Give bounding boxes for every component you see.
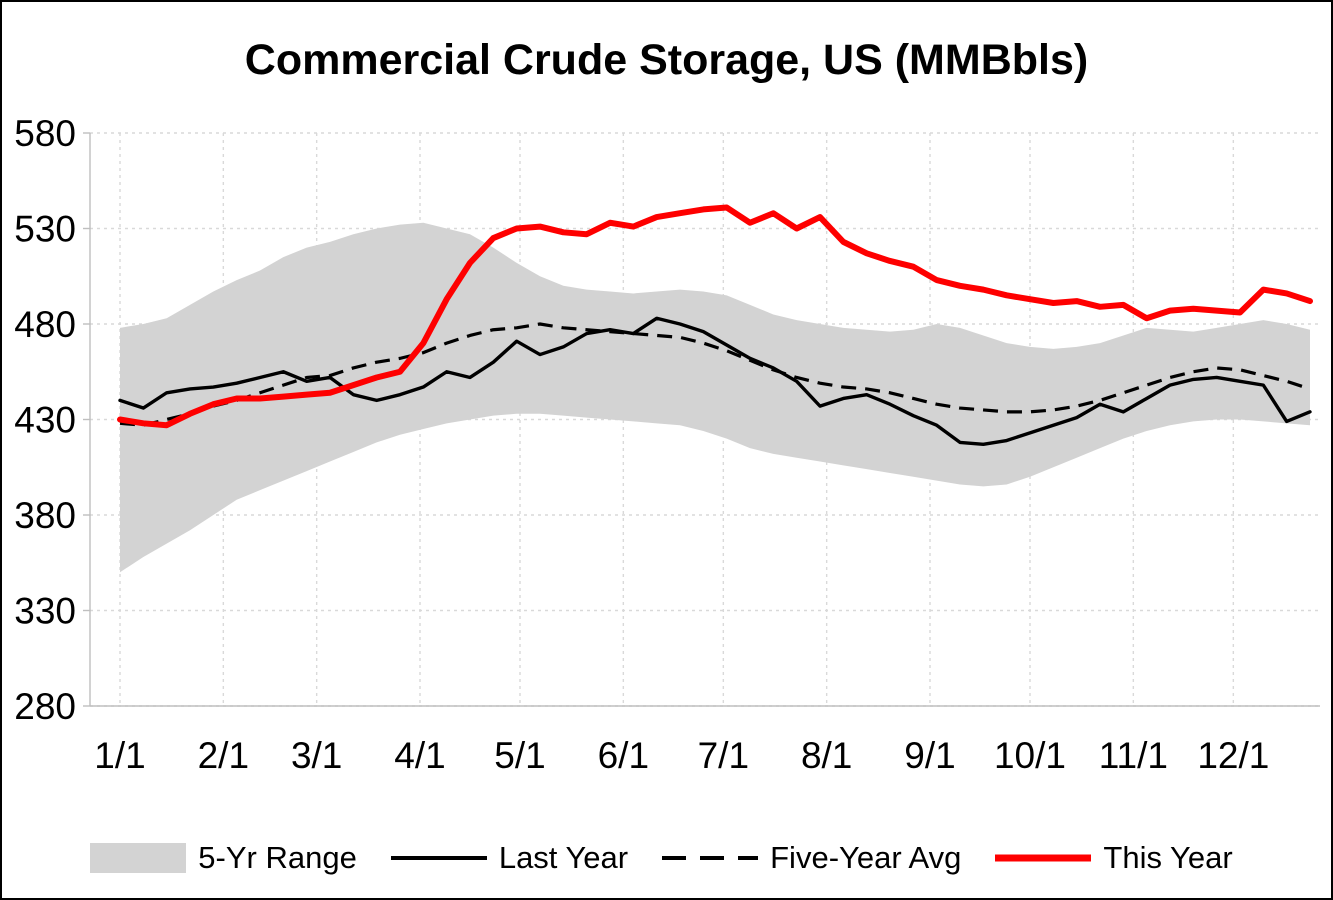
- x-tick-label: 2/1: [198, 735, 249, 776]
- x-tick-label: 10/1: [994, 735, 1066, 776]
- chart-plot-area: 280 330 380 430 480 530 580 1/1 2/1 3/1 4/1 5/1 6/1 7…: [14, 113, 1320, 776]
- range-swatch-icon: [90, 843, 187, 873]
- legend-label-this-year: This Year: [1103, 840, 1233, 875]
- y-tick-label: 380: [14, 495, 76, 536]
- x-tick-label: 3/1: [291, 735, 342, 776]
- five-year-range-band: [120, 222, 1310, 573]
- legend-item-this-year: This Year: [995, 840, 1233, 876]
- legend-label-last-year: Last Year: [498, 840, 629, 875]
- x-tick-label: 6/1: [598, 735, 649, 776]
- y-tick-label: 530: [14, 209, 76, 250]
- last-year-series-line: [118, 316, 1312, 447]
- five-year-avg-line-icon: [662, 856, 759, 860]
- x-tick-label: 8/1: [801, 735, 852, 776]
- last-year-line-icon: [390, 856, 487, 860]
- x-tick-label: 1/1: [94, 735, 145, 776]
- this-year-series-line: [117, 204, 1313, 429]
- x-tick-label: 12/1: [1197, 735, 1269, 776]
- this-year-line-icon: [995, 854, 1092, 862]
- legend-item-five-year-avg: Five-Year Avg: [662, 840, 961, 876]
- y-tick-label: 580: [14, 113, 76, 154]
- x-tick-label: 5/1: [494, 735, 545, 776]
- chart-legend: 5-Yr Range Last Year Five-Year Avg This …: [2, 840, 1321, 876]
- legend-label-five-year-avg: Five-Year Avg: [770, 840, 962, 875]
- legend-item-last-year: Last Year: [390, 840, 629, 876]
- y-tick-label: 280: [14, 686, 76, 727]
- y-tick-label: 430: [14, 400, 76, 441]
- legend-label-range: 5-Yr Range: [198, 840, 357, 875]
- x-tick-label: 4/1: [394, 735, 445, 776]
- y-tick-label: 480: [14, 304, 76, 345]
- five-year-avg-series-line: [119, 322, 1311, 427]
- legend-item-range: 5-Yr Range: [90, 840, 357, 876]
- x-tick-label: 7/1: [698, 735, 749, 776]
- y-tick-label: 330: [14, 591, 76, 632]
- x-tick-label: 11/1: [1099, 735, 1168, 776]
- x-tick-label: 9/1: [904, 735, 955, 776]
- chart-title: Commercial Crude Storage, US (MMBbls): [244, 36, 1089, 84]
